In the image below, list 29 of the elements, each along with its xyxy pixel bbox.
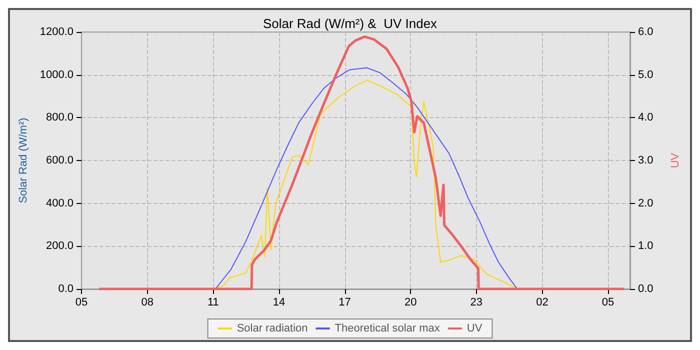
y-tick-label: 1000.0: [40, 68, 74, 81]
x-tick-label: 11: [207, 296, 219, 308]
y2-tick-label: 3.0: [638, 154, 654, 166]
legend-label: UV: [466, 322, 483, 334]
y2-tick-label: 5.0: [638, 68, 654, 81]
y2-tick-label: 1.0: [638, 240, 654, 252]
x-tick-label: 05: [602, 296, 614, 308]
x-tick-label: 02: [536, 296, 548, 308]
y2-tick-label: 2.0: [638, 197, 654, 210]
x-tick-label: 08: [141, 296, 154, 308]
y-tick-label: 600.0: [46, 154, 74, 166]
x-tick-label: 23: [470, 296, 483, 308]
y-tick-label: 800.0: [46, 112, 74, 124]
y-tick-label: 400.0: [46, 197, 74, 210]
chart-title: Solar Rad (W/m²) & UV Index: [262, 16, 438, 31]
legend-label: Solar radiation: [236, 322, 308, 334]
y2-tick-label: 4.0: [638, 112, 654, 124]
y-axis-title: Solar Rad (W/m²): [18, 118, 30, 204]
y2-tick-label: 6.0: [638, 26, 654, 38]
y-tick-label: 0.0: [58, 283, 74, 295]
x-tick-label: 14: [272, 296, 286, 308]
x-tick-label: 17: [338, 296, 351, 308]
legend-label: Theoretical solar max: [334, 322, 440, 334]
y-tick-label: 1200.0: [40, 26, 74, 38]
y2-tick-label: 0.0: [638, 283, 654, 295]
x-tick-label: 05: [75, 296, 88, 308]
y-tick-label: 200.0: [46, 240, 74, 252]
y2-axis-title: UV: [670, 152, 682, 168]
x-tick-label: 20: [404, 296, 417, 308]
